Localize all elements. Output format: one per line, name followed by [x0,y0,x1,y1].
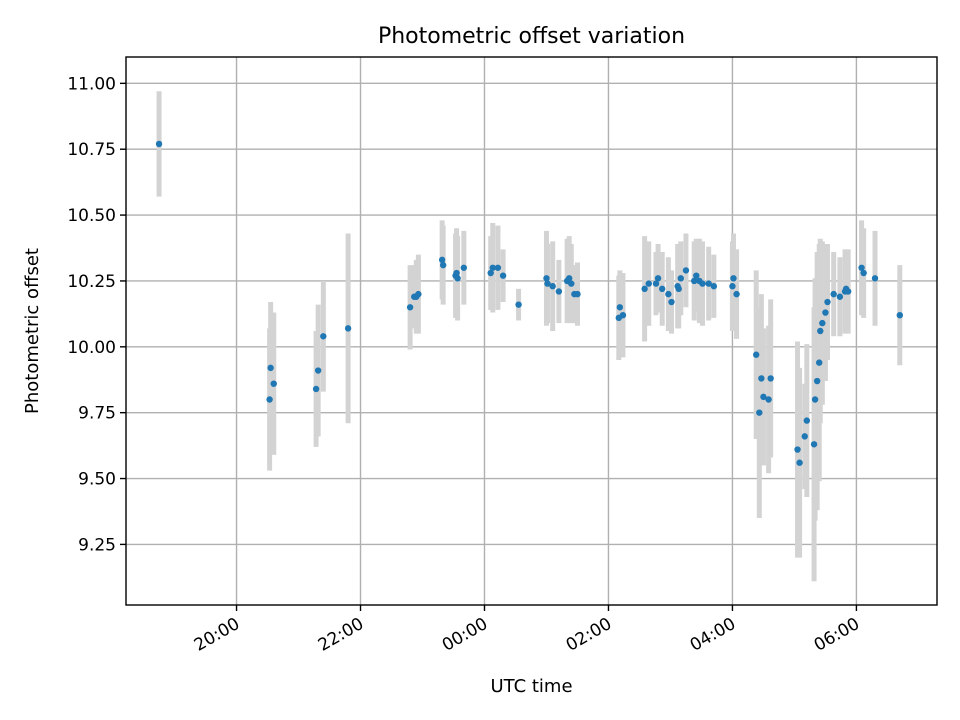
data-point [641,285,648,293]
data-point [439,261,447,269]
data-point [155,140,163,148]
data-point [312,385,320,393]
data-point [568,280,575,287]
data-point [566,275,573,282]
data-point [813,377,821,385]
data-point [830,290,837,298]
x-axis-label: UTC time [490,676,572,697]
data-point [801,433,808,440]
data-point [794,446,801,453]
data-point [454,275,461,282]
data-point [438,256,446,264]
y-tick-label: 10.00 [67,338,116,358]
y-ticks: 9.25 9.50 9.75 10.00 10.25 10.50 10.75 11.00 [67,74,126,555]
chart-title: Photometric offset variation [378,24,685,49]
data-point [406,304,414,311]
data-point [819,319,826,327]
y-tick-label: 10.25 [67,272,116,292]
data-point [668,298,675,306]
data-point [574,290,581,298]
data-point [753,351,760,358]
data-point [320,333,327,340]
x-tick-label: 00:00 [439,614,491,656]
x-tick-label: 20:00 [191,614,243,656]
data-point [499,272,507,279]
data-point [415,290,422,298]
data-point [654,275,662,282]
data-point [730,275,737,282]
x-tick-label: 04:00 [687,614,739,656]
x-tick-label: 06:00 [811,614,863,656]
data-point [658,285,666,293]
data-point [810,441,818,448]
data-point [494,264,502,271]
data-point [733,290,740,298]
data-point [822,309,829,316]
data-point [699,280,706,287]
data-point [816,359,823,366]
data-point [460,264,468,271]
y-tick-label: 11.00 [67,74,116,94]
data-point [489,264,496,271]
data-point [645,280,652,287]
y-tick-label: 10.75 [67,140,116,160]
data-point [487,269,494,277]
data-point [616,304,624,311]
data-point [811,396,819,403]
data-point [270,380,277,387]
data-point [549,283,556,290]
data-point [710,283,718,290]
y-tick-label: 10.50 [67,206,116,226]
x-ticks: 20:00 22:00 00:00 02:00 04:00 06:00 [191,605,863,656]
data-point [543,275,550,282]
data-point [682,267,690,274]
data-point [544,280,551,287]
data-point [756,409,763,416]
data-point [665,290,672,298]
data-point [314,367,322,374]
y-tick-label: 9.25 [78,535,116,555]
data-point [705,280,712,287]
y-axis-label: Photometric offset [22,248,43,414]
data-point [652,280,660,287]
data-point [871,275,879,282]
data-point [344,325,352,332]
y-tick-label: 9.50 [78,470,116,490]
data-point [817,327,824,335]
y-tick-label: 9.75 [78,404,116,424]
data-point [760,393,767,401]
data-point [803,417,811,424]
data-point [767,375,774,382]
data-point [677,275,684,282]
data-point [844,288,852,295]
plot-frame [125,56,938,606]
x-tick-label: 22:00 [315,614,367,656]
data-point [836,293,844,300]
data-point [619,311,627,319]
data-point [729,283,736,290]
data-point [675,285,682,293]
data-point [453,269,460,277]
data-point [860,269,867,277]
data-point [515,301,522,308]
data-point [555,288,563,295]
data-point [858,264,865,271]
data-point [691,277,698,285]
data-points [155,140,904,466]
data-point [693,272,700,279]
data-point [758,375,765,382]
x-tick-label: 02:00 [563,614,615,656]
data-point [896,311,904,319]
data-point [796,459,803,466]
data-point [266,396,273,403]
error-bars [156,91,903,582]
data-point [267,364,274,372]
data-point [765,396,772,403]
data-point [824,298,831,306]
